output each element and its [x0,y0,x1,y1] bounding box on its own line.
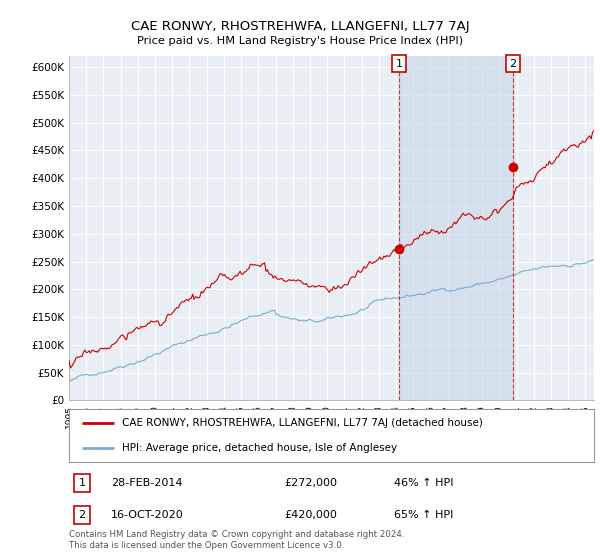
Text: CAE RONWY, RHOSTREHWFA, LLANGEFNI, LL77 7AJ: CAE RONWY, RHOSTREHWFA, LLANGEFNI, LL77 … [131,20,469,32]
Text: 2: 2 [79,510,86,520]
Text: HPI: Average price, detached house, Isle of Anglesey: HPI: Average price, detached house, Isle… [121,442,397,452]
Text: 2: 2 [509,59,517,69]
Text: 16-OCT-2020: 16-OCT-2020 [111,510,184,520]
Text: 1: 1 [395,59,403,69]
Text: £272,000: £272,000 [284,478,337,488]
Text: 1: 1 [79,478,86,488]
Text: 46% ↑ HPI: 46% ↑ HPI [395,478,454,488]
Bar [399,56,513,400]
Text: Contains HM Land Registry data © Crown copyright and database right 2024.
This d: Contains HM Land Registry data © Crown c… [69,530,404,550]
Text: CAE RONWY, RHOSTREHWFA, LLANGEFNI, LL77 7AJ (detached house): CAE RONWY, RHOSTREHWFA, LLANGEFNI, LL77 … [121,418,482,428]
Text: £420,000: £420,000 [284,510,337,520]
Text: Price paid vs. HM Land Registry's House Price Index (HPI): Price paid vs. HM Land Registry's House … [137,36,463,46]
Text: 65% ↑ HPI: 65% ↑ HPI [395,510,454,520]
Text: 28-FEB-2014: 28-FEB-2014 [111,478,182,488]
